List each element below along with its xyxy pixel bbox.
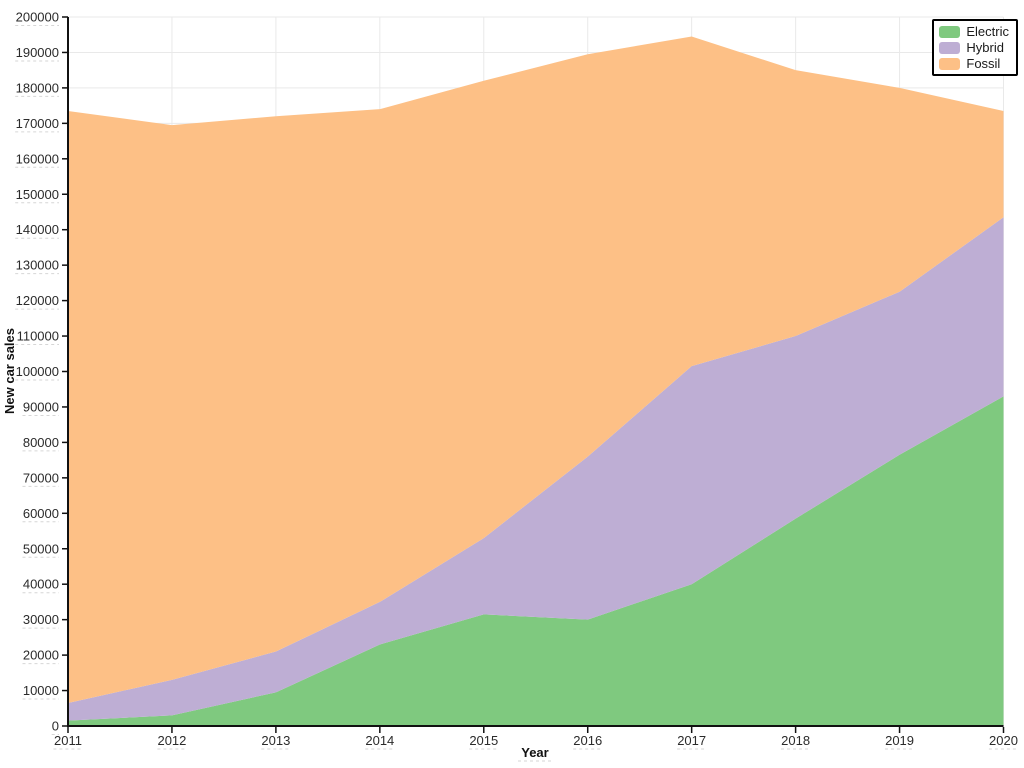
y-tick-label: 80000 (23, 435, 59, 450)
legend-label: Fossil (966, 56, 1001, 71)
y-tick-label: 30000 (23, 612, 59, 627)
legend-swatch-hybrid (939, 41, 961, 54)
y-tick-label: 70000 (23, 470, 59, 485)
legend-label: Hybrid (966, 40, 1004, 55)
legend-swatch-fossil (939, 57, 961, 70)
x-tick-label: 2016 (573, 733, 602, 748)
x-tick-label: 2020 (989, 733, 1018, 748)
y-tick-label: 170000 (16, 116, 59, 131)
tick-labels: 0 10000 20000 30000 40000 50000 60000 70000 8000… (15, 10, 1019, 762)
legend-label: Electric (966, 24, 1009, 39)
y-tick-label: 190000 (16, 45, 59, 60)
y-tick-label: 50000 (23, 541, 59, 556)
y-tick-label: 120000 (16, 293, 59, 308)
y-tick-label: 140000 (16, 222, 59, 237)
legend-item-hybrid: Hybrid (939, 40, 1009, 55)
legend-item-fossil: Fossil (939, 56, 1009, 71)
area-hybrid (68, 217, 1004, 721)
y-tick-label: 130000 (16, 258, 59, 273)
x-tick-label: 2011 (54, 733, 82, 748)
area-electric (68, 396, 1004, 726)
y-tick-label: 160000 (16, 151, 59, 166)
y-tick-label: 0 (52, 719, 59, 734)
stacked-areas (68, 36, 1004, 726)
y-tick-label: 150000 (16, 187, 59, 202)
x-tick-label: 2012 (157, 733, 186, 748)
legend-item-electric: Electric (939, 24, 1009, 39)
x-tick-label: 2019 (885, 733, 914, 748)
y-tick-label: 20000 (23, 648, 59, 663)
x-axis-label: Year (521, 745, 548, 760)
y-tick-label: 180000 (16, 80, 59, 95)
y-tick-label: 110000 (17, 329, 59, 344)
area-fossil (68, 36, 1004, 703)
legend: Electric Hybrid Fossil (932, 19, 1018, 76)
axes (62, 16, 1005, 733)
y-tick-label: 90000 (23, 399, 59, 414)
y-axis-label: New car sales (2, 328, 17, 414)
y-tick-label: 10000 (23, 683, 59, 698)
y-tick-label: 40000 (23, 577, 59, 592)
legend-swatch-electric (939, 25, 961, 38)
x-tick-label: 2018 (781, 733, 810, 748)
x-tick-label: 2013 (261, 733, 290, 748)
x-tick-label: 2014 (365, 733, 394, 748)
x-tick-label: 2017 (677, 733, 706, 748)
y-tick-label: 100000 (16, 364, 59, 379)
x-tick-label: 2015 (469, 733, 498, 748)
y-tick-label: 200000 (16, 10, 59, 25)
y-tick-label: 60000 (23, 506, 59, 521)
